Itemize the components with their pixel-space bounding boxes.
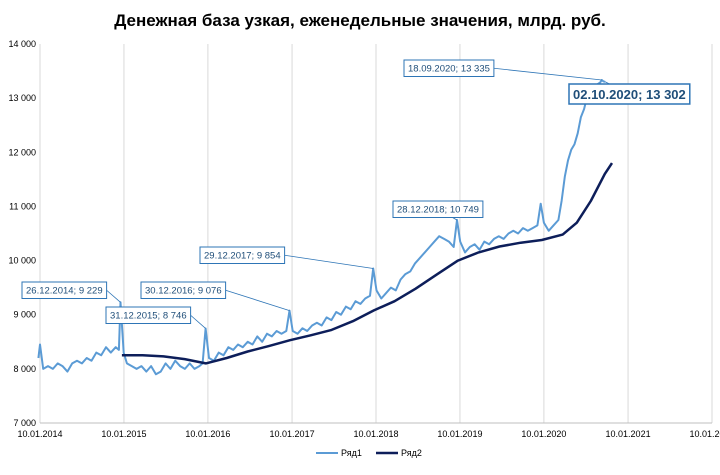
x-tick-label: 10.01.2020 xyxy=(521,429,566,439)
x-tick-label: 10.01.2022 xyxy=(689,429,720,439)
annotations-layer: 26.12.2014; 9 229 31.12.2015; 8 746 30.12.… xyxy=(21,59,691,329)
series-layer xyxy=(37,79,614,376)
y-tick-label: 9 000 xyxy=(13,310,36,320)
series-line-1 xyxy=(37,79,606,376)
annotation-label: 18.09.2020; 13 335 xyxy=(408,64,490,75)
annotation-leader xyxy=(225,289,290,311)
annotation-label: 26.12.2014; 9 229 xyxy=(26,286,103,297)
y-tick-label: 12 000 xyxy=(8,147,36,157)
annotation-callout: 31.12.2015; 8 746 xyxy=(105,306,192,324)
x-tick-label: 10.01.2018 xyxy=(353,429,398,439)
x-tick-label: 10.01.2019 xyxy=(437,429,482,439)
annotation-label: 02.10.2020; 13 302 xyxy=(573,87,686,102)
annotation-label: 31.12.2015; 8 746 xyxy=(110,311,187,322)
y-tick-label: 14 000 xyxy=(8,39,36,49)
chart-title: Денежная база узкая, еженедельные значен… xyxy=(114,11,606,30)
annotation-leader xyxy=(284,254,374,269)
annotation-box xyxy=(140,281,227,299)
legend: Ряд1 Ряд2 xyxy=(316,448,422,458)
annotation-leader xyxy=(106,289,121,303)
annotation-callout: 26.12.2014; 9 229 xyxy=(21,281,108,299)
annotation-callout: 29.12.2017; 9 854 xyxy=(199,246,286,264)
y-tick-label: 8 000 xyxy=(13,364,36,374)
y-tick-label: 10 000 xyxy=(8,256,36,266)
annotation-callout: 18.09.2020; 13 335 xyxy=(403,59,495,77)
annotation-box xyxy=(392,200,484,218)
annotation-label: 30.12.2016; 9 076 xyxy=(145,286,222,297)
series-line-2 xyxy=(121,162,614,365)
annotation-box xyxy=(403,59,495,77)
annotation-box xyxy=(199,246,286,264)
annotation-leader xyxy=(190,314,206,329)
x-tick-label: 10.01.2014 xyxy=(17,429,62,439)
annotation-label: 29.12.2017; 9 854 xyxy=(204,251,281,262)
x-tick-label: 10.01.2017 xyxy=(270,429,315,439)
annotation-callout: 02.10.2020; 13 302 xyxy=(568,83,691,105)
x-tick-label: 10.01.2015 xyxy=(101,429,146,439)
y-tick-label: 11 000 xyxy=(9,201,36,211)
axes: 10.01.2014 10.01.2015 10.01.2016 10.01.2017… xyxy=(8,39,720,439)
annotation-label: 28.12.2018; 10 749 xyxy=(397,205,479,216)
annotation-box xyxy=(105,306,192,324)
annotation-leader xyxy=(493,67,602,81)
annotation-callout: 30.12.2016; 9 076 xyxy=(140,281,227,299)
annotation-box xyxy=(568,83,691,105)
y-tick-label: 13 000 xyxy=(8,93,36,103)
annotation-box xyxy=(21,281,108,299)
x-tick-label: 10.01.2021 xyxy=(606,429,651,439)
annotation-callout: 28.12.2018; 10 749 xyxy=(392,200,484,218)
x-tick-label: 10.01.2016 xyxy=(185,429,230,439)
legend-label-2: Ряд2 xyxy=(401,448,422,458)
y-tick-label: 7 000 xyxy=(13,418,36,428)
legend-label-1: Ряд1 xyxy=(341,448,362,458)
